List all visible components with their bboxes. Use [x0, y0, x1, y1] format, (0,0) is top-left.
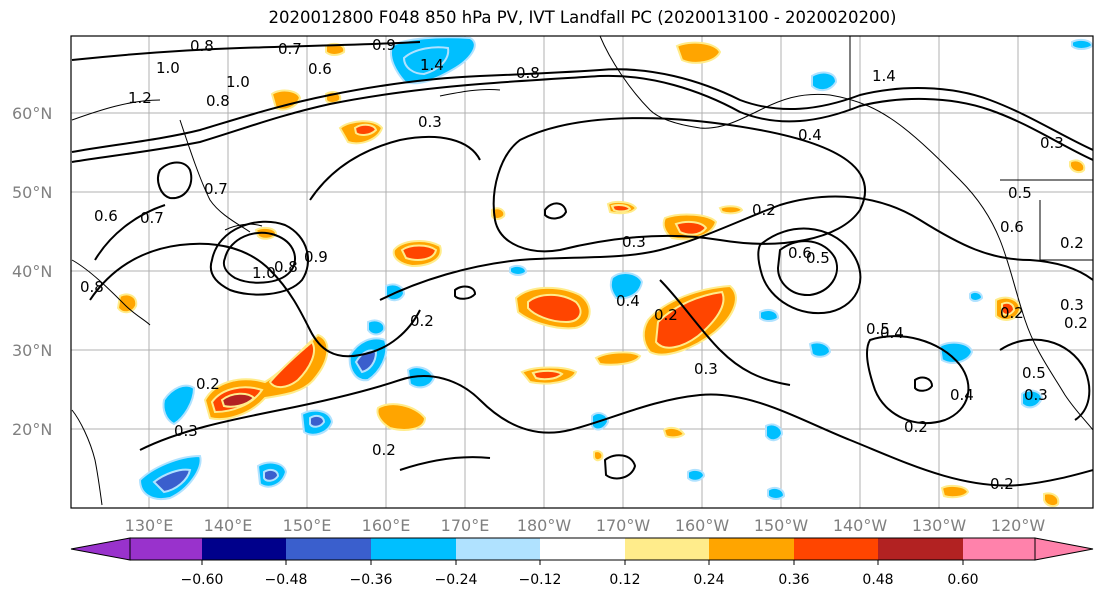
colorbar-segment	[540, 538, 625, 560]
colorbar-segment	[625, 538, 709, 560]
contour-label: 0.7	[204, 180, 228, 198]
colorbar-tick-label: 0.60	[947, 572, 979, 588]
contour-label: 1.0	[156, 59, 180, 77]
pv-positive-shading	[116, 41, 1086, 508]
contour-label: 1.0	[252, 264, 276, 282]
lat-label: 20°N	[12, 420, 53, 439]
colorbar-segment	[709, 538, 794, 560]
colorbar-tick-label: 0.12	[609, 572, 641, 588]
lat-label: 50°N	[12, 183, 53, 202]
colorbar	[70, 537, 1094, 565]
contour-label: 0.5	[866, 320, 890, 338]
contour-label: 0.2	[1000, 304, 1024, 322]
lon-label: 150°E	[282, 516, 332, 535]
contour-label: 0.4	[880, 324, 904, 342]
lat-label: 60°N	[12, 104, 53, 123]
contour-label: 0.8	[516, 64, 540, 82]
contour-label: 0.3	[418, 113, 442, 131]
pv-contours	[71, 41, 1093, 487]
lon-label: 160°E	[361, 516, 411, 535]
colorbar-segment	[456, 538, 540, 560]
colorbar-segment	[202, 538, 286, 560]
colorbar-segment	[963, 538, 1035, 560]
pv-negative-shading	[138, 36, 1093, 500]
contour-label: 0.6	[788, 244, 812, 262]
lon-label: 140°E	[203, 516, 253, 535]
colorbar-segment	[286, 538, 371, 560]
lon-label: 160°W	[674, 516, 730, 535]
contour-label: 0.3	[174, 422, 198, 440]
contour-label: 0.8	[190, 37, 214, 55]
contour-label: 0.2	[1064, 314, 1088, 332]
colorbar-tick-label: −0.48	[264, 572, 308, 588]
colorbar-segment	[794, 538, 878, 560]
colorbar-segment	[130, 538, 202, 560]
colorbar-segment	[371, 538, 456, 560]
lon-label: 150°W	[753, 516, 809, 535]
contour-label: 0.3	[1040, 134, 1064, 152]
contour-labels: 0.8 0.7 0.6 1.0 1.2 0.8 0.9 0.3 1.0 0.8 …	[80, 36, 1088, 493]
contour-label: 0.5	[1008, 184, 1032, 202]
contour-label: 0.2	[654, 306, 678, 324]
contour-label: 1.4	[420, 56, 444, 74]
colorbar-extend-high	[1034, 537, 1094, 561]
colorbar-tick-label: −0.12	[518, 572, 562, 588]
contour-label: 0.6	[94, 207, 118, 225]
colorbar-extend-low	[70, 537, 131, 561]
contour-label: 0.4	[616, 292, 640, 310]
map-title: 2020012800 F048 850 hPa PV, IVT Landfall…	[268, 8, 897, 27]
contour-label: 1.4	[872, 67, 896, 85]
contour-label: 0.3	[694, 360, 718, 378]
contour-label: 0.5	[1022, 364, 1046, 382]
contour-label: 0.2	[1060, 234, 1084, 252]
colorbar-tick-label: −0.36	[349, 572, 393, 588]
contour-label: 0.8	[206, 92, 230, 110]
contour-label: 0.2	[752, 201, 776, 219]
contour-label: 0.9	[372, 36, 396, 54]
lon-label: 140°W	[832, 516, 888, 535]
colorbar-tick-label: 0.36	[778, 572, 810, 588]
lon-label: 120°W	[990, 516, 1046, 535]
gridlines	[71, 36, 1093, 508]
contour-label: 0.2	[196, 375, 220, 393]
contour-label: 0.6	[308, 60, 332, 78]
colorbar-tick-label: 0.48	[862, 572, 894, 588]
map-frame	[70, 35, 1094, 509]
contour-label: 0.7	[278, 40, 302, 58]
contour-label: 0.6	[1000, 218, 1024, 236]
contour-label: 0.3	[1060, 296, 1084, 314]
contour-label: 0.2	[410, 312, 434, 330]
contour-label: 0.8	[80, 278, 104, 296]
contour-label: 0.4	[950, 386, 974, 404]
lat-label: 40°N	[12, 262, 53, 281]
colorbar-tick-label: −0.24	[434, 572, 478, 588]
lat-label: 30°N	[12, 341, 53, 360]
colorbar-tick-label: 0.24	[693, 572, 725, 588]
lon-label: 130°E	[124, 516, 174, 535]
contour-label: 0.9	[304, 248, 328, 266]
contour-label: 0.4	[798, 126, 822, 144]
contour-label: 1.2	[128, 89, 152, 107]
lon-label: 180°W	[516, 516, 572, 535]
contour-label: 0.5	[806, 249, 830, 267]
colorbar-tick-label: −0.60	[180, 572, 224, 588]
contour-label: 0.7	[140, 209, 164, 227]
lon-label: 130°W	[911, 516, 967, 535]
contour-label: 0.3	[1024, 386, 1048, 404]
colorbar-segment	[878, 538, 963, 560]
contour-label: 0.8	[274, 258, 298, 276]
contour-label: 0.2	[904, 418, 928, 436]
lon-label: 170°E	[440, 516, 490, 535]
contour-label: 0.3	[622, 233, 646, 251]
lon-label: 170°W	[595, 516, 651, 535]
contour-label: 0.2	[372, 441, 396, 459]
contour-label: 0.2	[990, 475, 1014, 493]
contour-label: 1.0	[226, 73, 250, 91]
